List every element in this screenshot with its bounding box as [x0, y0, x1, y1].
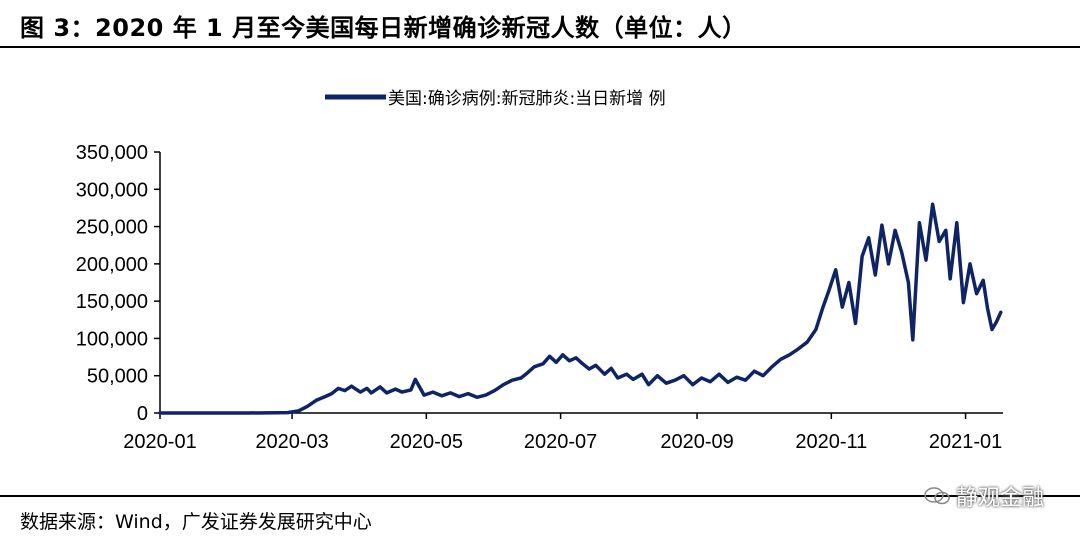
daily-cases-chart: 美国:确诊病例:新冠肺炎:当日新增 例 350,000 300,000 250,00… — [76, 89, 1003, 453]
source-note: 数据来源：Wind，广发证券发展研究中心 — [20, 511, 372, 533]
x-tick-label: 2020-03 — [255, 431, 328, 453]
y-tick-label: 150,000 — [76, 291, 148, 313]
y-axis: 350,000 300,000 250,000 200,000 150,000 100,0… — [76, 142, 161, 425]
figure-title: 图 3：2020 年 1 月至今美国每日新增确诊新冠人数（单位：人） — [20, 14, 747, 42]
y-tick-label: 100,000 — [76, 328, 148, 350]
title-rule — [0, 46, 1080, 48]
watermark: 静观金融 — [924, 480, 1044, 512]
x-axis: 2020-01 2020-03 2020-05 2020-07 2020-09 2020-… — [123, 412, 1003, 453]
y-tick-label: 350,000 — [76, 142, 148, 164]
watermark-text: 静观金融 — [955, 486, 1044, 511]
x-tick-label: 2020-07 — [524, 431, 597, 453]
series-line — [158, 202, 1003, 415]
legend: 美国:确诊病例:新冠肺炎:当日新增 例 — [325, 89, 666, 109]
x-tick-label: 2021-01 — [929, 431, 1002, 453]
x-tick-label: 2020-01 — [123, 431, 196, 453]
y-tick-label: 0 — [137, 403, 148, 425]
footer-rule — [0, 495, 1080, 497]
y-tick-label: 300,000 — [76, 179, 148, 201]
wechat-icon — [924, 487, 950, 505]
x-tick-label: 2020-09 — [660, 431, 733, 453]
x-tick-label: 2020-11 — [795, 431, 867, 453]
y-tick-label: 250,000 — [76, 217, 148, 239]
x-tick-label: 2020-05 — [390, 431, 463, 453]
y-tick-label: 50,000 — [87, 366, 148, 388]
legend-label: 美国:确诊病例:新冠肺炎:当日新增 例 — [388, 89, 666, 109]
y-tick-label: 200,000 — [76, 254, 148, 276]
plot-area — [158, 202, 1003, 415]
